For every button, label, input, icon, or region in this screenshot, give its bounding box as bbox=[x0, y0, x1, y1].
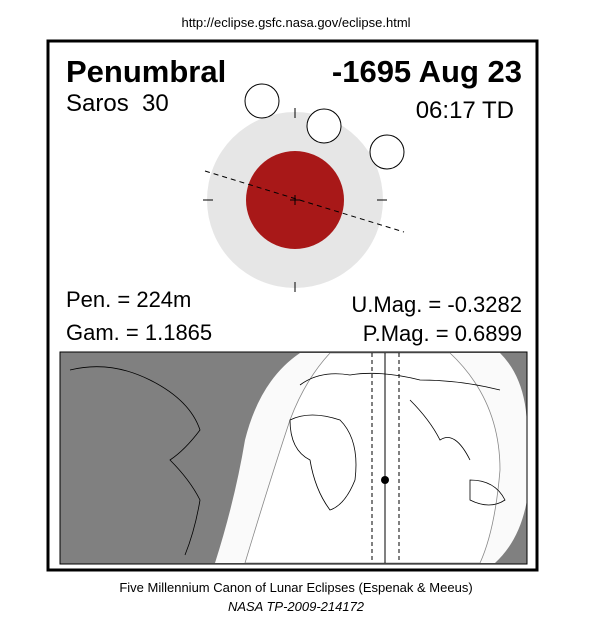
footer-line: NASA TP-2009-214172 bbox=[228, 599, 365, 614]
moon bbox=[369, 134, 405, 170]
eclipse-date: -1695 Aug 23 bbox=[332, 54, 522, 89]
moon-path bbox=[204, 170, 405, 233]
coastlines bbox=[69, 366, 506, 556]
moon bbox=[244, 83, 280, 119]
saros: Saros 30 bbox=[66, 90, 169, 117]
pmag: P.Mag. = 0.6899 bbox=[363, 321, 522, 346]
time: 06:17 TD bbox=[416, 97, 514, 124]
world-map bbox=[59, 351, 528, 565]
moon bbox=[306, 108, 342, 144]
footer-line: Five Millennium Canon of Lunar Eclipses … bbox=[119, 580, 472, 595]
axis-ticks bbox=[203, 108, 387, 292]
eclipse-type: Penumbral bbox=[66, 54, 226, 89]
url: http://eclipse.gsfc.nasa.gov/eclipse.htm… bbox=[181, 15, 410, 30]
umag: U.Mag. = -0.3282 bbox=[351, 292, 522, 317]
sub-lunar-point bbox=[381, 476, 389, 484]
pen: Pen. = 224m bbox=[66, 287, 191, 312]
gam: Gam. = 1.1865 bbox=[66, 320, 212, 345]
